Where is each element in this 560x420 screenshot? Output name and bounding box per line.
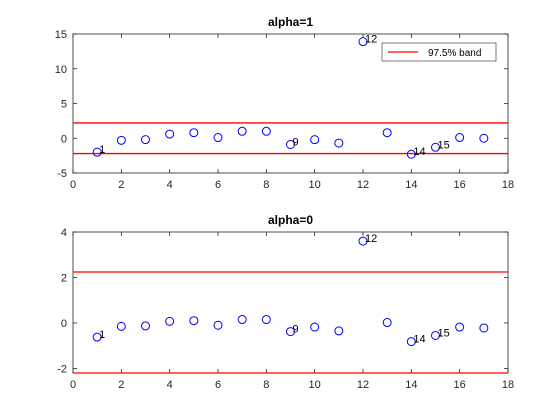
point-label: 1 bbox=[99, 144, 105, 156]
x-tick-label: 14 bbox=[405, 179, 417, 191]
x-tick-label: 18 bbox=[502, 379, 514, 391]
legend-entry: 97.5% band bbox=[428, 48, 481, 59]
x-tick-label: 4 bbox=[167, 379, 173, 391]
legend: 97.5% band bbox=[382, 43, 496, 61]
y-tick-label: 2 bbox=[61, 272, 67, 284]
plot-area bbox=[73, 232, 508, 373]
chart-panel-1: alpha=10 2 4 6 8 10 12 14 16 18-50510151912141597… bbox=[55, 15, 514, 191]
x-tick-label: 2 bbox=[118, 379, 124, 391]
point-label: 14 bbox=[413, 334, 425, 346]
x-tick-label: 16 bbox=[454, 179, 466, 191]
x-tick-label: 18 bbox=[502, 179, 514, 191]
y-tick-label: 0 bbox=[61, 318, 67, 330]
chart-title: alpha=1 bbox=[268, 15, 313, 29]
y-tick-label: 5 bbox=[61, 99, 67, 111]
x-tick-label: 2 bbox=[118, 179, 124, 191]
y-tick-label: 15 bbox=[55, 29, 67, 41]
x-tick-label: 0 bbox=[70, 379, 76, 391]
point-label: 1 bbox=[99, 329, 105, 341]
x-tick-label: 0 bbox=[70, 179, 76, 191]
x-tick-label: 6 bbox=[215, 379, 221, 391]
x-tick-label: 16 bbox=[454, 379, 466, 391]
x-tick-label: 4 bbox=[167, 179, 173, 191]
x-tick-label: 8 bbox=[263, 179, 269, 191]
y-tick-label: 4 bbox=[61, 227, 67, 239]
x-tick-label: 12 bbox=[357, 379, 369, 391]
x-tick-label: 8 bbox=[263, 379, 269, 391]
y-tick-label: 0 bbox=[61, 133, 67, 145]
x-tick-label: 6 bbox=[215, 179, 221, 191]
chart-title: alpha=0 bbox=[268, 213, 313, 227]
x-tick-label: 10 bbox=[309, 379, 321, 391]
point-label: 14 bbox=[413, 146, 425, 158]
point-label: 9 bbox=[293, 324, 299, 336]
x-tick-label: 10 bbox=[309, 179, 321, 191]
y-tick-label: 10 bbox=[55, 64, 67, 76]
point-label: 12 bbox=[365, 233, 377, 245]
point-label: 15 bbox=[438, 139, 450, 151]
x-tick-label: 12 bbox=[357, 179, 369, 191]
y-tick-label: -5 bbox=[57, 168, 67, 180]
point-label: 15 bbox=[438, 327, 450, 339]
point-label: 12 bbox=[365, 34, 377, 46]
y-tick-label: -2 bbox=[57, 363, 67, 375]
x-tick-label: 14 bbox=[405, 379, 417, 391]
point-label: 9 bbox=[293, 137, 299, 149]
